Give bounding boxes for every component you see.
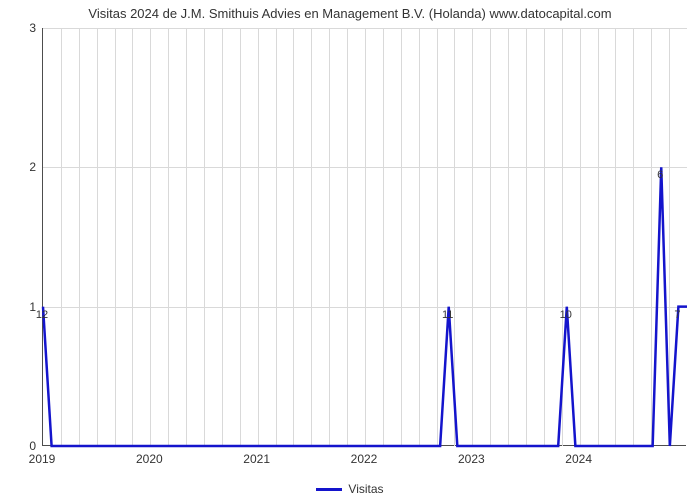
y-tick-label: 2 [20,160,36,174]
data-point-label: 7 [674,309,680,321]
y-tick-label: 3 [20,21,36,35]
chart-title: Visitas 2024 de J.M. Smithuis Advies en … [0,6,700,21]
legend-label: Visitas [348,482,383,496]
x-tick-label: 2019 [29,452,56,466]
data-point-label: 10 [560,309,572,321]
y-tick-label: 0 [20,439,36,453]
data-point-label: 11 [442,309,453,321]
data-point-label: 6 [657,169,663,181]
x-tick-label: 2022 [351,452,378,466]
chart-plot-area [42,28,686,446]
legend-swatch [316,488,342,491]
series-line [43,28,687,446]
y-tick-label: 1 [20,300,36,314]
x-tick-label: 2024 [565,452,592,466]
x-tick-label: 2020 [136,452,163,466]
chart-legend: Visitas [0,482,700,496]
x-tick-label: 2023 [458,452,485,466]
x-tick-label: 2021 [243,452,270,466]
data-point-label: 12 [36,309,48,321]
